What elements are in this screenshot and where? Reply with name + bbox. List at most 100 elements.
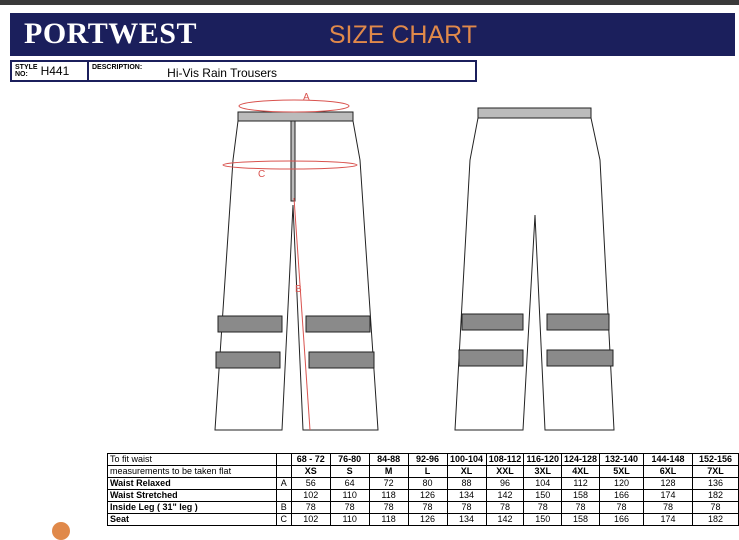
table-cell: 150	[523, 513, 563, 526]
back-view	[454, 107, 615, 431]
table-cell: 152-156	[691, 453, 739, 466]
table-cell: 78	[643, 501, 693, 514]
table-cell: 72	[368, 477, 409, 490]
table-cell: 126	[407, 489, 448, 502]
trousers-drawing: A B C	[214, 92, 615, 431]
table-cell: 112	[561, 477, 601, 490]
table-cell: XL	[446, 465, 487, 478]
top-bar	[0, 0, 739, 5]
table-cell: 158	[561, 489, 601, 502]
table-row: To fit waist 68 - 72 76-80 84-88 92-96 100-10…	[107, 453, 739, 466]
table-cell: 136	[691, 477, 739, 490]
table-cell: 118	[368, 513, 409, 526]
table-cell: 174	[643, 513, 693, 526]
row-label: Seat	[107, 513, 277, 526]
description-cell: DESCRIPTION: Hi-Vis Rain Trousers	[89, 62, 475, 80]
table-cell: 142	[485, 513, 525, 526]
row-label: Waist Stretched	[107, 489, 277, 502]
table-cell: 88	[446, 477, 487, 490]
style-label: STYLE NO:	[15, 64, 38, 78]
table-cell: S	[329, 465, 370, 478]
table-cell: 78	[290, 501, 331, 514]
table-cell: 64	[329, 477, 370, 490]
style-number: H441	[40, 64, 70, 78]
table-cell: 118	[368, 489, 409, 502]
table-cell: 76-80	[329, 453, 370, 466]
table-cell: 108-112	[485, 453, 525, 466]
table-cell: 96	[485, 477, 525, 490]
table-cell: 158	[561, 513, 601, 526]
table-cell: 182	[691, 489, 739, 502]
table-cell: M	[368, 465, 409, 478]
table-cell: 56	[290, 477, 331, 490]
row-letter: B	[275, 501, 292, 514]
table-cell: 120	[599, 477, 645, 490]
table-cell: 134	[446, 489, 487, 502]
description-value: Hi-Vis Rain Trousers	[167, 66, 277, 80]
table-cell: 78	[368, 501, 409, 514]
table-cell: L	[407, 465, 448, 478]
table-row: measurements to be taken flat XS S M L XL XXL 3…	[107, 465, 739, 478]
table-cell: 80	[407, 477, 448, 490]
size-table: To fit waist 68 - 72 76-80 84-88 92-96 100-10…	[107, 453, 739, 526]
table-cell: 174	[643, 489, 693, 502]
row-letter: C	[275, 513, 292, 526]
table-cell: 166	[599, 513, 645, 526]
row-letter	[275, 465, 292, 478]
row-label: measurements to be taken flat	[107, 465, 277, 478]
measurement-lines	[222, 99, 358, 431]
table-cell: 126	[407, 513, 448, 526]
row-label: Inside Leg ( 31" leg )	[107, 501, 277, 514]
orange-circle	[52, 522, 70, 540]
info-box: STYLE NO: H441 DESCRIPTION: Hi-Vis Rain T…	[10, 60, 477, 82]
table-row: Seat C 102 110 118 126 134 142 150 158 166 174 182	[107, 513, 739, 526]
table-cell: 78	[329, 501, 370, 514]
header-banner: PORTWEST SIZE CHART	[10, 13, 735, 56]
table-cell: 182	[691, 513, 739, 526]
table-cell: 132-140	[599, 453, 645, 466]
table-cell: 78	[691, 501, 739, 514]
table-cell: 5XL	[599, 465, 645, 478]
table-cell: 68 - 72	[290, 453, 331, 466]
label-a: A	[303, 92, 310, 103]
table-cell: 104	[523, 477, 563, 490]
front-view	[214, 111, 379, 431]
table-cell: 6XL	[643, 465, 693, 478]
brand-logo: PORTWEST	[24, 17, 197, 50]
table-cell: 110	[329, 489, 370, 502]
table-cell: XXL	[485, 465, 525, 478]
row-label: To fit waist	[107, 453, 277, 466]
table-cell: 78	[523, 501, 563, 514]
row-letter	[275, 453, 292, 466]
label-c: C	[258, 169, 265, 180]
table-cell: 78	[561, 501, 601, 514]
table-cell: 116-120	[523, 453, 563, 466]
label-b: B	[295, 284, 302, 295]
table-cell: 78	[407, 501, 448, 514]
table-cell: 7XL	[691, 465, 739, 478]
table-cell: 100-104	[446, 453, 487, 466]
table-row: Waist Stretched 102 110 118 126 134 142 150 158 1…	[107, 489, 739, 502]
row-label: Waist Relaxed	[107, 477, 277, 490]
table-cell: 128	[643, 477, 693, 490]
table-row: Inside Leg ( 31" leg ) B 78 78 78 78 78 78 78 78 7…	[107, 501, 739, 514]
page-title: SIZE CHART	[328, 21, 477, 49]
table-cell: 144-148	[643, 453, 693, 466]
table-cell: 150	[523, 489, 563, 502]
description-label: DESCRIPTION:	[92, 64, 143, 71]
table-cell: 92-96	[407, 453, 448, 466]
table-cell: 110	[329, 513, 370, 526]
table-cell: 166	[599, 489, 645, 502]
row-letter: A	[275, 477, 292, 490]
table-cell: 102	[290, 513, 331, 526]
table-cell: 102	[290, 489, 331, 502]
table-cell: 124-128	[561, 453, 601, 466]
table-cell: 78	[599, 501, 645, 514]
table-cell: 142	[485, 489, 525, 502]
table-cell: 4XL	[561, 465, 601, 478]
table-cell: 84-88	[368, 453, 409, 466]
table-cell: 3XL	[523, 465, 563, 478]
table-cell: 78	[485, 501, 525, 514]
table-row: Waist Relaxed A 56 64 72 80 88 96 104 112 120 128 13…	[107, 477, 739, 490]
row-letter	[275, 489, 292, 502]
